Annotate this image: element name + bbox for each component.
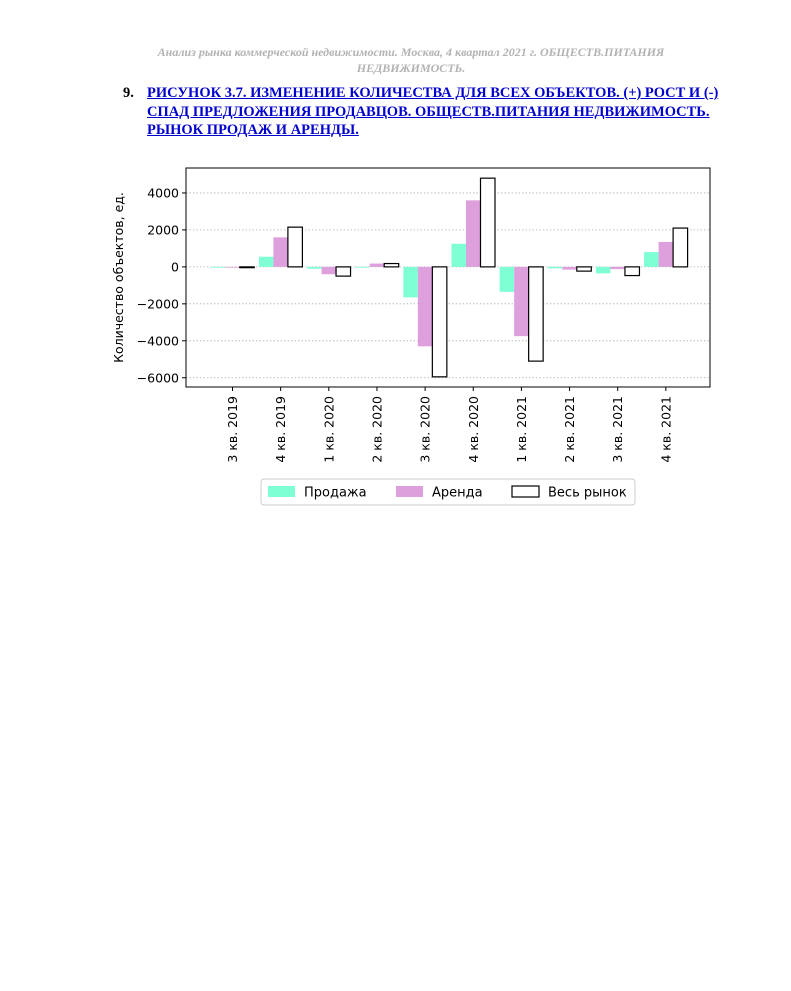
bar-Аренда-3 кв. 2020 xyxy=(417,266,433,347)
page-header: Анализ рынка коммерческой недвижимости. … xyxy=(100,44,722,76)
legend-swatch-Аренда xyxy=(396,486,423,497)
bar-Аренда-2 кв. 2021 xyxy=(562,266,577,270)
bar-Весь рынок-2 кв. 2020 xyxy=(383,262,400,268)
bar-Весь рынок-3 кв. 2020 xyxy=(431,266,448,378)
y-tick-label: 0 xyxy=(171,259,179,274)
bar-Весь рынок-4 кв. 2019 xyxy=(287,226,303,268)
bar-Аренда-4 кв. 2019 xyxy=(273,237,288,267)
bar-Продажа-3 кв. 2020 xyxy=(403,266,418,298)
y-tick-label: 4000 xyxy=(147,185,179,200)
y-tick-label: −4000 xyxy=(137,333,179,348)
bar-Весь рынок-4 кв. 2021 xyxy=(672,227,689,268)
x-tick-label: 1 кв. 2020 xyxy=(321,396,336,463)
legend: Продажа Аренда Весь рынок xyxy=(260,478,636,506)
x-tick-label: 2 кв. 2021 xyxy=(562,396,577,463)
x-tick-label: 2 кв. 2020 xyxy=(369,396,384,463)
x-tick-label: 4 кв. 2019 xyxy=(273,396,288,463)
x-tick-label: 3 кв. 2020 xyxy=(418,396,433,463)
bar-Весь рынок-3 кв. 2021 xyxy=(624,266,641,277)
bar-Продажа-4 кв. 2019 xyxy=(258,256,274,267)
bar-Весь рынок-4 кв. 2020 xyxy=(479,177,496,268)
bar-Аренда-3 кв. 2019 xyxy=(225,266,240,268)
bar-Весь рынок-2 кв. 2021 xyxy=(576,266,592,272)
y-axis-label: Количество объектов, ед. xyxy=(111,192,126,363)
bar-Продажа-3 кв. 2019 xyxy=(210,266,226,268)
bar-Аренда-3 кв. 2021 xyxy=(610,266,625,270)
figure-title-link[interactable]: РИСУНОК 3.7. ИЗМЕНЕНИЕ КОЛИЧЕСТВА ДЛЯ ВС… xyxy=(147,85,719,138)
header-line-1: Анализ рынка коммерческой недвижимости. … xyxy=(157,45,665,59)
bar-Продажа-4 кв. 2020 xyxy=(451,243,466,267)
bar-Аренда-4 кв. 2020 xyxy=(466,200,481,267)
bars-group xyxy=(210,177,689,378)
legend-label-Аренда: Аренда xyxy=(432,486,483,501)
header-line-2: НЕДВИЖИМОСТЬ. xyxy=(356,61,466,75)
x-tick-label: 3 кв. 2021 xyxy=(610,396,625,463)
legend-swatch-Весь рынок xyxy=(511,485,540,498)
bar-Продажа-1 кв. 2020 xyxy=(307,266,322,269)
y-axis: 4000 2000 0 −2000 −4000 −6000 xyxy=(137,185,186,385)
legend-swatch-Продажа xyxy=(268,486,295,497)
figure-caption: 9. РИСУНОК 3.7. ИЗМЕНЕНИЕ КОЛИЧЕСТВА ДЛЯ… xyxy=(118,84,748,140)
bar-Продажа-4 кв. 2021 xyxy=(644,252,659,267)
gridlines xyxy=(186,192,710,379)
y-tick-label: 2000 xyxy=(147,222,179,237)
bar-Продажа-3 кв. 2021 xyxy=(595,266,611,274)
bar-Весь рынок-1 кв. 2021 xyxy=(528,266,544,362)
bar-Аренда-2 кв. 2020 xyxy=(369,263,385,267)
bar-Весь рынок-1 кв. 2020 xyxy=(335,266,352,277)
y-tick-label: −2000 xyxy=(137,296,179,311)
plot-frame xyxy=(185,167,711,388)
x-axis: 3 кв. 2019 4 кв. 2019 1 кв. 2020 2 кв. 2020… xyxy=(225,387,673,463)
bar-Продажа-1 кв. 2021 xyxy=(499,266,515,292)
bar-Аренда-1 кв. 2021 xyxy=(514,266,529,337)
x-tick-label: 1 кв. 2021 xyxy=(514,396,529,463)
bar-Продажа-2 кв. 2021 xyxy=(547,266,563,269)
legend-label-Весь рынок: Весь рынок xyxy=(548,486,627,501)
legend-label-Продажа: Продажа xyxy=(304,486,367,501)
legend-box xyxy=(260,478,636,506)
bar-Аренда-1 кв. 2020 xyxy=(321,266,337,275)
bar-Продажа-2 кв. 2020 xyxy=(355,266,370,268)
bar-Аренда-4 кв. 2021 xyxy=(658,241,674,267)
x-tick-label: 4 кв. 2020 xyxy=(466,396,481,463)
y-tick-label: −6000 xyxy=(137,370,179,385)
x-tick-label: 4 кв. 2021 xyxy=(658,396,673,463)
x-tick-label: 3 кв. 2019 xyxy=(225,396,240,463)
bar-Весь рынок-3 кв. 2019 xyxy=(239,266,255,269)
figure-number: 9. xyxy=(123,85,134,101)
